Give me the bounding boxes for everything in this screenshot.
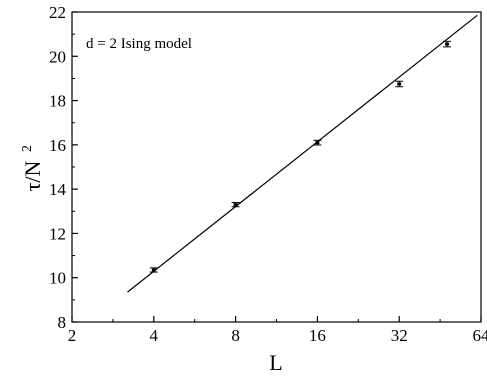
x-tick-label: 16 xyxy=(309,326,326,345)
x-tick-label: 64 xyxy=(473,326,487,345)
y-tick-label: 16 xyxy=(49,136,66,155)
x-tick-label: 4 xyxy=(150,326,159,345)
y-tick-label: 14 xyxy=(49,180,67,199)
y-tick-label: 18 xyxy=(49,92,66,111)
data-point xyxy=(315,141,320,145)
y-tick-label: 8 xyxy=(58,313,67,332)
fit-line xyxy=(127,14,478,293)
x-tick-label: 32 xyxy=(391,326,408,345)
data-point xyxy=(397,82,402,86)
y-tick-label: 22 xyxy=(49,3,66,22)
x-tick-label: 8 xyxy=(231,326,240,345)
y-axis-title-sup: 2 xyxy=(20,145,35,152)
svg-text:2: 2 xyxy=(20,145,35,152)
x-axis-ticks: 2 4 8 16 32 64 xyxy=(68,316,487,345)
annotation-label: d = 2 Ising model xyxy=(86,36,192,52)
y-axis-title-main: τ/N xyxy=(20,160,45,191)
data-point xyxy=(445,42,450,46)
y-axis-title: τ/N 2 xyxy=(20,145,45,191)
plot-frame xyxy=(71,11,482,323)
svg-text:τ/N: τ/N xyxy=(20,160,45,191)
fit-line-group xyxy=(127,14,478,293)
x-tick-label: 2 xyxy=(68,326,77,345)
data-point xyxy=(233,203,238,207)
y-tick-label: 10 xyxy=(49,269,66,288)
x-axis-title: L xyxy=(269,350,282,375)
y-tick-label: 20 xyxy=(49,47,66,66)
data-point xyxy=(151,268,156,272)
data-points xyxy=(149,40,452,273)
y-tick-label: 12 xyxy=(49,224,66,243)
y-axis-ticks: 8 10 12 14 16 18 20 22 xyxy=(49,3,78,332)
